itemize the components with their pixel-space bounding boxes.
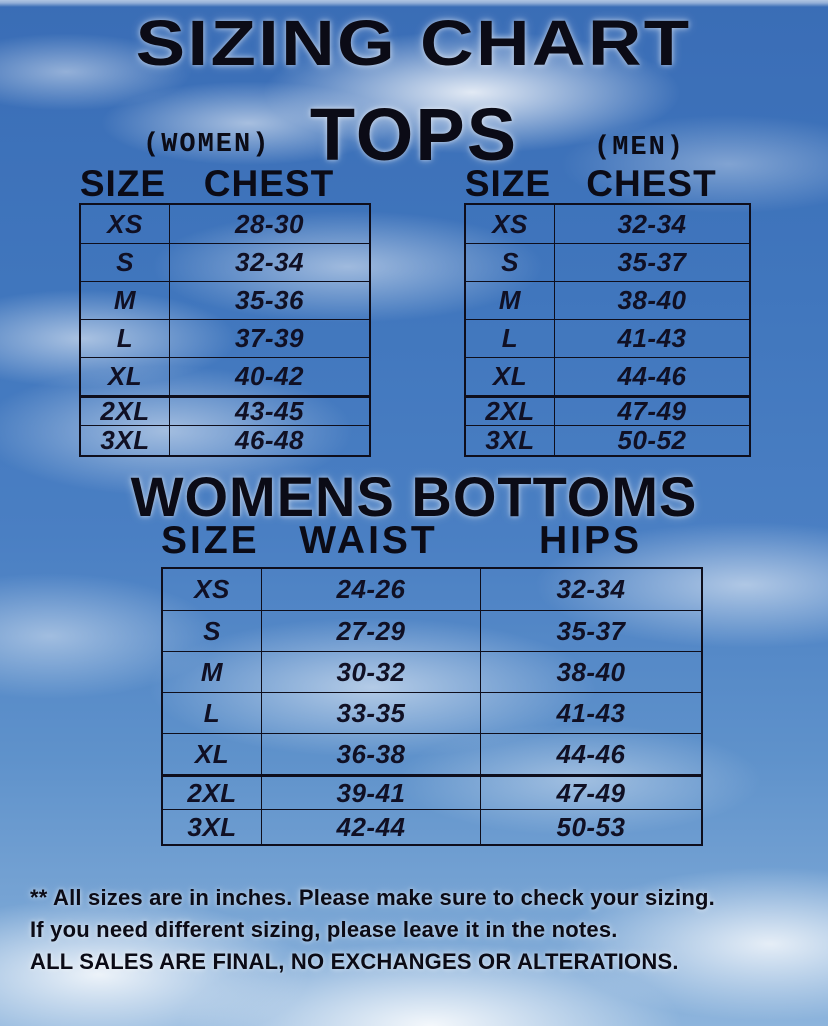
chest-cell: 41-43: [554, 320, 749, 357]
women-tops-chest-header: CHEST: [203, 163, 335, 204]
hips-cell: 38-40: [480, 652, 701, 692]
women-tops-column-headers: SIZE CHEST: [79, 163, 371, 205]
table-row: XS 28-30: [81, 205, 369, 243]
chest-cell: 35-36: [169, 282, 369, 319]
table-row: L 37-39: [81, 319, 369, 357]
tops-men-label: (MEN): [594, 133, 686, 163]
women-tops-table: XS 28-30 S 32-34 M 35-36 L 37-39 XL 40-4…: [79, 203, 371, 457]
page-title-text: SIZING CHART: [136, 7, 692, 79]
table-row: 2XL 47-49: [466, 395, 749, 426]
table-row: M 30-32 38-40: [163, 651, 701, 692]
hips-cell: 32-34: [480, 569, 701, 610]
bottoms-section-heading: WOMENS BOTTOMS: [130, 465, 698, 528]
size-cell: XL: [107, 361, 143, 391]
hips-cell: 35-37: [480, 611, 701, 651]
size-cell: 3XL: [485, 425, 535, 455]
page-title: SIZING CHART: [0, 6, 828, 80]
chest-cell: 35-37: [554, 244, 749, 281]
chest-cell: 43-45: [169, 396, 369, 426]
size-cell: 3XL: [100, 425, 150, 455]
bottoms-column-headers: SIZE WAIST HIPS: [161, 519, 703, 563]
size-cell: M: [200, 656, 224, 687]
hips-cell: 50-53: [480, 810, 701, 844]
table-row: 3XL 46-48: [81, 425, 369, 455]
waist-cell: 27-29: [261, 611, 480, 651]
size-cell: XL: [492, 361, 528, 391]
tops-section-heading: TOPS: [309, 93, 519, 176]
table-row: XS 24-26 32-34: [163, 569, 701, 610]
waist-cell: 42-44: [261, 810, 480, 844]
size-cell: L: [116, 323, 134, 353]
chest-cell: 38-40: [554, 282, 749, 319]
bottoms-waist-header: WAIST: [299, 519, 438, 562]
size-cell: S: [501, 247, 519, 277]
men-tops-size-header: SIZE: [464, 163, 552, 204]
size-cell: 2XL: [485, 396, 535, 426]
chest-cell: 32-34: [169, 244, 369, 281]
table-row: 3XL 50-52: [466, 425, 749, 455]
chest-cell: 37-39: [169, 320, 369, 357]
chest-cell: 32-34: [554, 205, 749, 243]
size-cell: 3XL: [187, 811, 237, 842]
bottoms-size-header: SIZE: [161, 519, 260, 562]
footer-note-line1: ** All sizes are in inches. Please make …: [30, 885, 715, 910]
size-cell: L: [203, 697, 221, 728]
size-cell: S: [116, 247, 134, 277]
chest-cell: 44-46: [554, 358, 749, 395]
table-row: S 35-37: [466, 243, 749, 281]
table-row: L 41-43: [466, 319, 749, 357]
table-row: XL 40-42: [81, 357, 369, 395]
chest-cell: 46-48: [169, 425, 369, 455]
tops-women-label: (WOMEN): [143, 130, 271, 160]
hips-cell: 47-49: [480, 777, 701, 809]
size-cell: 2XL: [100, 396, 150, 426]
men-tops-chest-header: CHEST: [586, 163, 717, 204]
size-cell: XS: [107, 208, 143, 239]
men-tops-column-headers: SIZE CHEST: [464, 163, 751, 205]
chest-cell: 28-30: [169, 205, 369, 243]
table-row: 2XL 39-41 47-49: [163, 774, 701, 809]
waist-cell: 33-35: [261, 693, 480, 733]
footer-note-line2: If you need different sizing, please lea…: [30, 917, 618, 942]
table-row: S 32-34: [81, 243, 369, 281]
size-cell: 2XL: [187, 777, 237, 808]
chest-cell: 47-49: [554, 396, 749, 426]
size-cell: L: [501, 323, 519, 353]
size-cell: XL: [194, 738, 230, 769]
waist-cell: 39-41: [261, 777, 480, 809]
footer-note-line3: ALL SALES ARE FINAL, NO EXCHANGES OR ALT…: [30, 949, 679, 974]
size-cell: XS: [194, 574, 230, 604]
table-row: L 33-35 41-43: [163, 692, 701, 733]
size-cell: XS: [492, 208, 528, 239]
chest-cell: 40-42: [169, 358, 369, 395]
table-row: 3XL 42-44 50-53: [163, 809, 701, 844]
women-tops-size-header: SIZE: [79, 163, 167, 204]
size-cell: M: [113, 285, 137, 315]
footer-notes: ** All sizes are in inches. Please make …: [30, 882, 816, 978]
hips-cell: 41-43: [480, 693, 701, 733]
table-row: XL 36-38 44-46: [163, 733, 701, 774]
size-cell: S: [203, 615, 221, 646]
waist-cell: 36-38: [261, 734, 480, 774]
womens-bottoms-table: XS 24-26 32-34 S 27-29 35-37 M 30-32 38-…: [161, 567, 703, 846]
table-row: M 35-36: [81, 281, 369, 319]
waist-cell: 24-26: [261, 569, 480, 610]
chest-cell: 50-52: [554, 425, 749, 455]
bottoms-hips-header: HIPS: [538, 519, 643, 562]
table-row: M 38-40: [466, 281, 749, 319]
hips-cell: 44-46: [480, 734, 701, 774]
table-row: XL 44-46: [466, 357, 749, 395]
table-row: XS 32-34: [466, 205, 749, 243]
men-tops-table: XS 32-34 S 35-37 M 38-40 L 41-43 XL 44-4…: [464, 203, 751, 457]
table-row: S 27-29 35-37: [163, 610, 701, 651]
size-cell: M: [498, 285, 522, 315]
table-row: 2XL 43-45: [81, 395, 369, 426]
waist-cell: 30-32: [261, 652, 480, 692]
